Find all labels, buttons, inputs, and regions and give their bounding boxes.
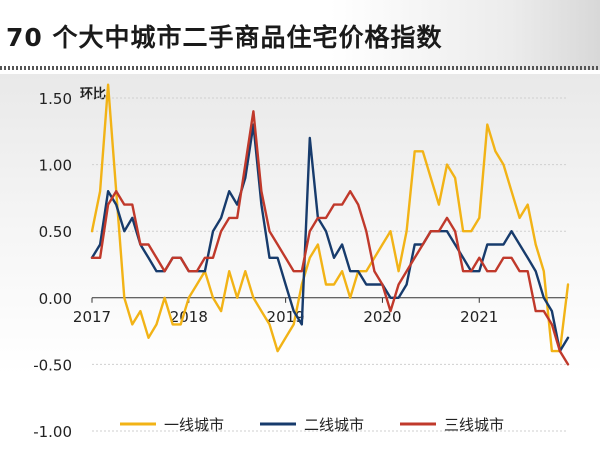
x-tick-label: 2017 [73, 308, 111, 326]
series-line-3 [90, 110, 570, 366]
y-tick-label: 0.00 [39, 290, 72, 308]
y-tick-label: 1.50 [39, 90, 72, 108]
x-tick-label: 2018 [170, 308, 208, 326]
x-tick-label: 2021 [460, 308, 498, 326]
y-axis-label: 环比 [80, 86, 106, 102]
legend-label-2: 二线城市 [304, 416, 364, 434]
x-tick-label: 2019 [267, 308, 305, 326]
legend-label-3: 三线城市 [444, 416, 504, 434]
legend-label-1: 一线城市 [164, 416, 224, 434]
y-tick-label: 0.50 [39, 223, 72, 241]
x-tick-label: 2020 [363, 308, 401, 326]
series-line-1 [90, 83, 570, 353]
y-tick-label: -1.00 [33, 423, 72, 441]
chart-title: 70 个大中城市二手商品住宅价格指数 [6, 23, 443, 52]
line-chart: 环比 1.50 1.00 0.50 0.00 -0.50 -1.00 2017 2018 2019… [33, 83, 570, 441]
chart-area: 环比 1.50 1.00 0.50 0.00 -0.50 -1.00 2017 2018 2019… [0, 74, 600, 476]
title-divider [0, 66, 600, 70]
y-tick-label: 1.00 [39, 157, 72, 175]
title-bar: 70 个大中城市二手商品住宅价格指数 [0, 0, 600, 70]
y-tick-label: -0.50 [33, 356, 72, 374]
